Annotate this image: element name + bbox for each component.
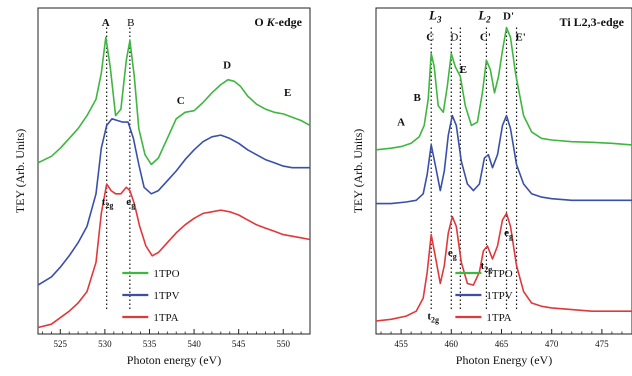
series-line-1tpo <box>37 36 311 166</box>
legend-label: 1TPO <box>486 268 512 280</box>
y-axis-label: TEY (Arb. Units) <box>351 129 365 214</box>
peak-label: A <box>102 17 110 29</box>
peak-label: eg <box>504 227 513 241</box>
x-tick-label: 540 <box>187 339 201 349</box>
legend-label: 1TPA <box>486 312 511 324</box>
plot-frame <box>375 7 632 335</box>
x-axis-label: Photon Energy (eV) <box>456 353 552 367</box>
peak-label: C' <box>480 32 491 44</box>
x-tick-label: 460 <box>445 339 459 349</box>
plot-frame <box>37 7 311 335</box>
series-line-1tpa <box>37 183 311 329</box>
peak-label: E <box>460 64 467 76</box>
panel-title: O K-edge <box>254 15 302 29</box>
peak-label: eg <box>448 247 457 261</box>
x-tick-label: 545 <box>232 339 246 349</box>
peak-label: D <box>450 32 458 44</box>
peak-label: t2g <box>427 310 439 324</box>
peak-label: B <box>127 17 134 29</box>
peak-label: D' <box>503 10 514 22</box>
x-tick-label: 455 <box>394 339 408 349</box>
panel-title: Ti L2,3-edge <box>560 15 625 29</box>
legend-label: 1TPA <box>153 312 178 324</box>
peak-label: C <box>426 32 434 44</box>
series-line-1tpv <box>37 118 310 286</box>
x-tick-label: 475 <box>595 339 609 349</box>
x-tick-label: 535 <box>143 339 157 349</box>
o-k-edge-panel: 525 530 535 540 545 550 Photon energy (eV) TEY … <box>13 7 311 367</box>
legend-label: 1TPO <box>153 268 179 280</box>
peak-label: eg <box>126 196 135 210</box>
x-tick-label: 470 <box>545 339 559 349</box>
peak-label: t2g <box>102 196 114 210</box>
x-tick-label: 465 <box>495 339 509 349</box>
peak-label: E' <box>515 32 525 44</box>
x-tick-label: 550 <box>276 339 290 349</box>
series-line-1tpv <box>376 114 632 205</box>
peak-label: D <box>223 59 231 71</box>
y-axis-label: TEY (Arb. Units) <box>13 129 27 214</box>
x-tick-label: 525 <box>54 339 68 349</box>
peak-label: C <box>177 95 185 107</box>
x-axis-label: Photon energy (eV) <box>127 353 221 367</box>
peak-label: t2g <box>481 260 493 274</box>
peak-label: E <box>284 87 291 99</box>
edge-label: L3 <box>428 7 442 24</box>
peak-label: A <box>397 116 405 128</box>
edge-label: L2 <box>477 7 491 24</box>
peak-label: B <box>413 92 421 104</box>
ti-l-edge-panel: 455 460 465 470 475 Photon Energy (eV) TEY (Ar… <box>351 7 632 367</box>
x-tick-label: 530 <box>98 339 112 349</box>
legend-label: 1TPV <box>486 290 512 302</box>
series-line-1tpo <box>375 26 632 151</box>
legend-label: 1TPV <box>153 290 179 302</box>
